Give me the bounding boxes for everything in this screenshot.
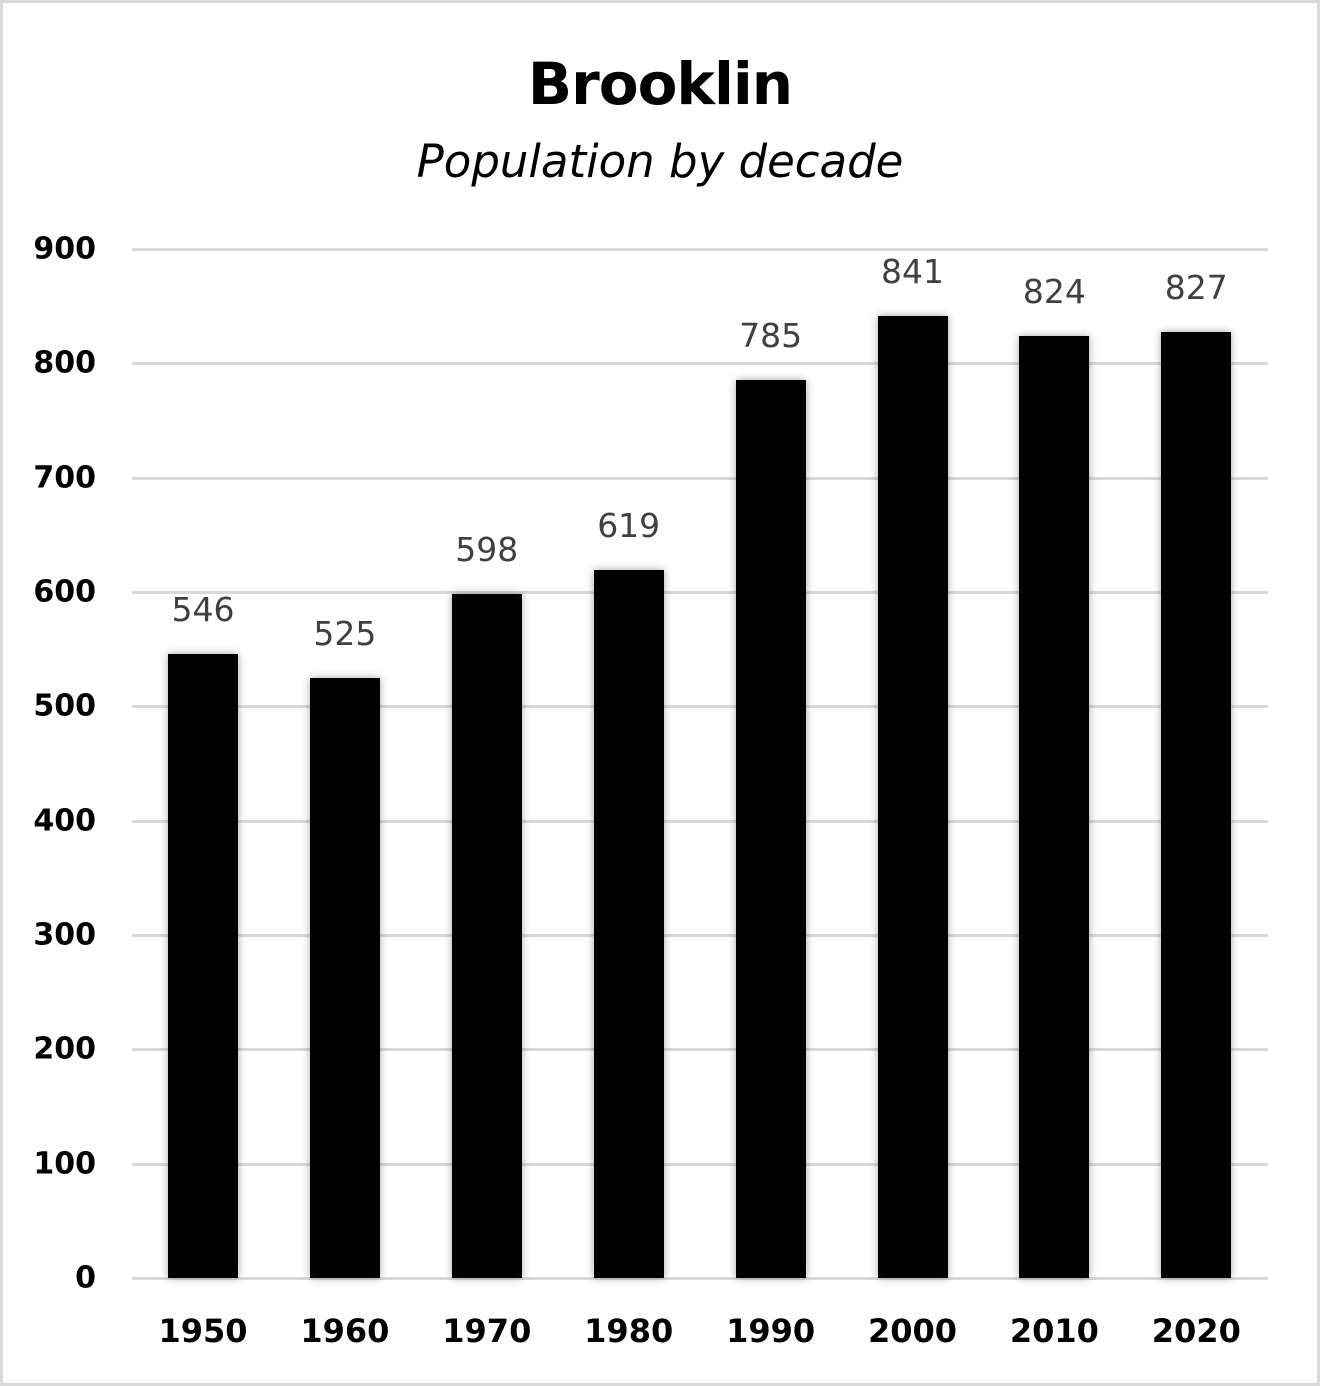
x-tick-label: 2000 bbox=[867, 1312, 958, 1350]
x-tick-label: 1960 bbox=[300, 1312, 390, 1350]
data-label: 619 bbox=[597, 506, 661, 546]
chart-subtitle: Population by decade bbox=[416, 135, 904, 188]
bar-1950 bbox=[168, 653, 238, 1278]
bar-2000 bbox=[877, 316, 948, 1278]
y-tick-label: 600 bbox=[33, 574, 96, 610]
bar-1960 bbox=[309, 677, 380, 1278]
y-tick-label: 100 bbox=[33, 1146, 96, 1182]
y-tick-label: 200 bbox=[33, 1031, 96, 1067]
bar-2020 bbox=[1161, 332, 1232, 1278]
y-tick-label: 400 bbox=[33, 803, 96, 839]
gridline bbox=[132, 591, 1268, 594]
x-tick-label: 2010 bbox=[1009, 1312, 1099, 1350]
data-label: 546 bbox=[171, 589, 235, 629]
y-tick-label: 700 bbox=[33, 460, 96, 496]
bar-1980 bbox=[593, 570, 664, 1278]
data-label: 827 bbox=[1164, 268, 1228, 308]
bar-2010 bbox=[1019, 335, 1090, 1278]
x-tick-label: 1990 bbox=[726, 1312, 816, 1350]
gridline bbox=[132, 819, 1268, 823]
data-label: 598 bbox=[455, 530, 519, 570]
y-tick-label: 300 bbox=[33, 917, 96, 953]
y-tick-label: 800 bbox=[33, 345, 96, 381]
gridline bbox=[132, 362, 1268, 366]
x-tick-label: 1980 bbox=[584, 1312, 674, 1350]
chart-title: Brooklin bbox=[527, 50, 793, 118]
gridline bbox=[132, 1048, 1268, 1052]
x-tick-label: 2020 bbox=[1151, 1312, 1241, 1350]
data-label: 785 bbox=[739, 316, 803, 356]
bar-1990 bbox=[735, 380, 806, 1278]
data-label: 841 bbox=[881, 252, 944, 292]
x-tick-label: 1950 bbox=[158, 1312, 248, 1350]
gridline bbox=[132, 1162, 1268, 1166]
gridline bbox=[132, 248, 1268, 251]
data-label: 525 bbox=[313, 613, 377, 653]
data-label: 824 bbox=[1022, 271, 1086, 311]
x-tick-label: 1970 bbox=[442, 1312, 532, 1350]
gridline bbox=[132, 1277, 1268, 1280]
y-tick-label: 0 bbox=[75, 1260, 96, 1296]
gridline bbox=[132, 476, 1268, 480]
gridline bbox=[132, 705, 1268, 709]
y-tick-label: 500 bbox=[33, 688, 96, 724]
y-tick-label: 900 bbox=[33, 231, 96, 267]
gridline bbox=[132, 934, 1268, 937]
bar-1970 bbox=[451, 594, 522, 1278]
